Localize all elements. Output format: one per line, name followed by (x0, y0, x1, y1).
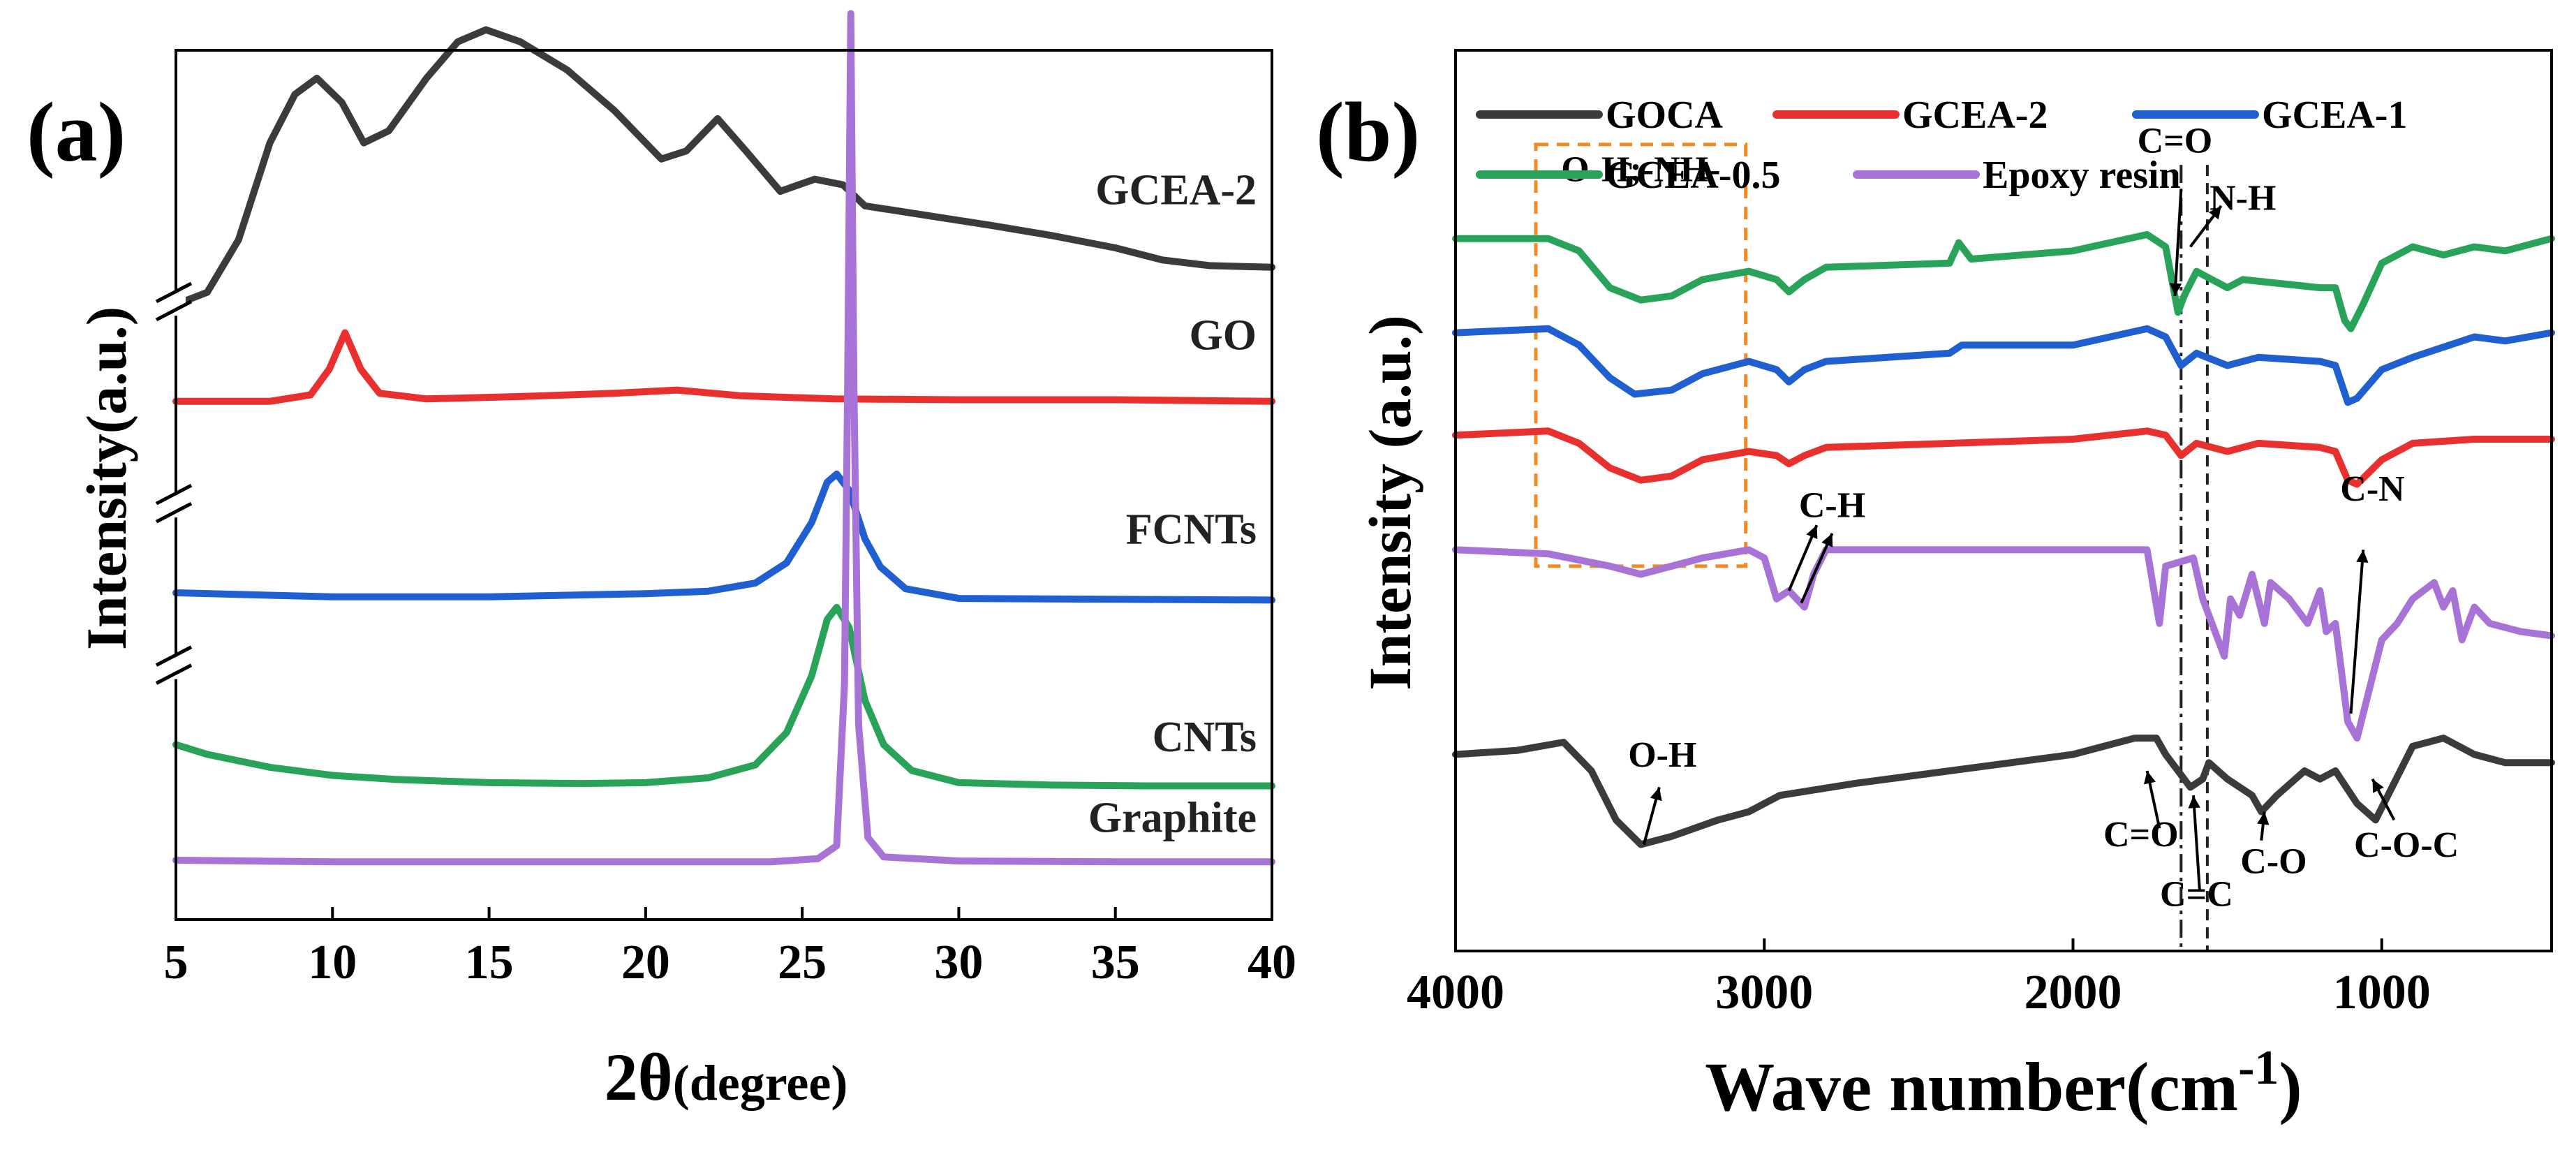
panel-a-y-axis-label: Intensity(a.u.) (75, 307, 138, 650)
legend: GOCA GCEA-2 GCEA-1 GCEA-0.5 Epoxy resin (1476, 94, 2407, 197)
annotation-c-o-8: C-O (2240, 842, 2307, 882)
highlight-box (1534, 142, 1748, 568)
annotation-arrow-3 (1800, 533, 1834, 604)
x-tick-label-1000: 1000 (2333, 966, 2431, 1019)
axis-break-slash-1-a (155, 483, 193, 506)
series-label-go: GO (1190, 312, 1257, 360)
panel-b-x-ticks: 4000 3000 2000 1000 (1407, 938, 2431, 1019)
annotation-n-h-2: N-H (2209, 179, 2276, 219)
panel-b-x-axis-label-sup: -1 (2238, 1041, 2279, 1095)
series-label-gcea-2: GCEA-2 (1095, 166, 1257, 214)
annotation-arrow-7 (2191, 795, 2201, 890)
legend-label-gcea-1: GCEA-1 (2262, 94, 2407, 137)
series-line-epoxy-resin (1452, 546, 2555, 742)
panel-b-y-axis-label: Intensity (a.u.) (1356, 315, 1423, 691)
series-line-graphite (172, 10, 1275, 866)
x-tick-label-35: 35 (1091, 936, 1140, 989)
annotation-arrowhead-3 (1821, 533, 1833, 547)
annotation-o-h-nh-0: O-H;-NH- (1561, 150, 1720, 190)
panel-b-x-axis-label-end: ) (2279, 1048, 2302, 1126)
panel-a-label: (a) (27, 85, 126, 179)
x-tick-label-20: 20 (621, 936, 670, 989)
annotation-arrowhead-5 (1650, 787, 1662, 802)
panel-a-series-group (172, 10, 1275, 866)
annotation-c-o-c-9: C-O-C (2354, 825, 2459, 865)
annotation-o-h-5: O-H (1628, 735, 1696, 775)
panel-a-x-axis-symbol: 2θ (605, 1040, 673, 1114)
panel-a-x-ticks: 5 10 15 20 25 30 35 40 (164, 907, 1296, 989)
axis-break-slash-0-b (155, 300, 193, 322)
panel-b-x-axis-label: Wave number(cm-1) (1705, 1041, 2302, 1126)
annotation-arrow-0 (2173, 189, 2183, 296)
panel-b-series-group (1452, 230, 2555, 848)
annotation-arrowhead-0 (2169, 283, 2182, 296)
panel-b-annotations: O-H;-NH- C=O N-H C-H C-N O-H C=O C=CC-O C-O-C (1561, 121, 2459, 915)
panel-a-x-axis-label: 2θ(degree) (605, 1040, 848, 1114)
x-tick-label-2000: 2000 (2024, 966, 2122, 1019)
panel-a-frame (175, 49, 1273, 921)
x-tick-label-5: 5 (164, 936, 188, 989)
annotation-arrowhead-4 (2356, 550, 2369, 563)
series-label-graphite: Graphite (1088, 794, 1257, 841)
annotation-arrowhead-8 (2257, 811, 2270, 825)
x-tick-label-4000: 4000 (1407, 966, 1504, 1019)
annotation-c-h-3: C-H (1799, 485, 1865, 525)
legend-label-gcea-2: GCEA-2 (1902, 94, 2048, 137)
axis-break-slash-1-b (155, 501, 193, 524)
legend-label-goca: GOCA (1606, 94, 1724, 137)
panel-b-frame (1454, 49, 2553, 952)
annotation-c-o-6: C=O (2103, 815, 2179, 855)
annotation-arrowhead-9 (2372, 779, 2384, 793)
annotation-c-c-7: C=C (2160, 875, 2233, 915)
axis-break-slash-2-a (155, 645, 193, 667)
x-tick-label-40: 40 (1248, 936, 1296, 989)
series-line-gcea-2 (172, 26, 1275, 308)
legend-label-epoxy-resin: Epoxy resin (1983, 154, 2181, 197)
series-line-gcea-0-5 (1452, 230, 2555, 332)
annotation-arrowhead-7 (2188, 795, 2200, 809)
axis-break-slash-0-a (155, 281, 193, 304)
annotation-arrowhead-1 (2208, 205, 2221, 220)
series-line-cnts (172, 603, 1275, 790)
series-line-go (172, 329, 1275, 405)
series-line-gcea-1 (1452, 325, 2555, 406)
x-tick-label-25: 25 (778, 936, 827, 989)
annotation-arrowhead-6 (2143, 771, 2156, 785)
panel-b: (b) O-H;-NH- C=O N-H C-H C-N O-H C=O C=CC-O C-O-… (1316, 49, 2555, 1126)
annotation-arrow-4 (2349, 550, 2365, 714)
panel-a-series-labels: GCEA-2 GO FCNTs CNTs Graphite (1088, 166, 1257, 841)
x-tick-label-15: 15 (465, 936, 514, 989)
highlight-box-group (1534, 142, 1748, 568)
annotation-c-o-1: C=O (2138, 121, 2213, 161)
legend-label-gcea-0-5: GCEA-0.5 (1606, 154, 1780, 197)
panel-b-x-axis-label-main: Wave number(cm (1705, 1048, 2238, 1126)
x-tick-label-30: 30 (934, 936, 983, 989)
series-label-cnts: CNTs (1153, 714, 1257, 761)
x-tick-label-3000: 3000 (1715, 966, 1813, 1019)
series-line-goca (1452, 735, 2555, 848)
panel-a: (a) GCEA-2 GO FCNTs CNTs Graphite 5 10 15 20 25 3… (27, 10, 1296, 1114)
series-line-fcnts (172, 470, 1275, 604)
x-tick-label-10: 10 (308, 936, 357, 989)
panel-a-axis-breaks (155, 281, 193, 685)
annotation-c-n-4: C-N (2340, 469, 2404, 509)
axis-break-slash-2-b (155, 663, 193, 685)
annotation-arrowhead-2 (1806, 525, 1818, 540)
series-line-gcea-2 (1452, 427, 2555, 488)
panel-b-label: (b) (1316, 85, 1420, 179)
series-label-fcnts: FCNTs (1126, 506, 1257, 553)
panel-a-x-axis-unit: (degree) (673, 1055, 848, 1111)
reference-lines (2179, 165, 2209, 951)
